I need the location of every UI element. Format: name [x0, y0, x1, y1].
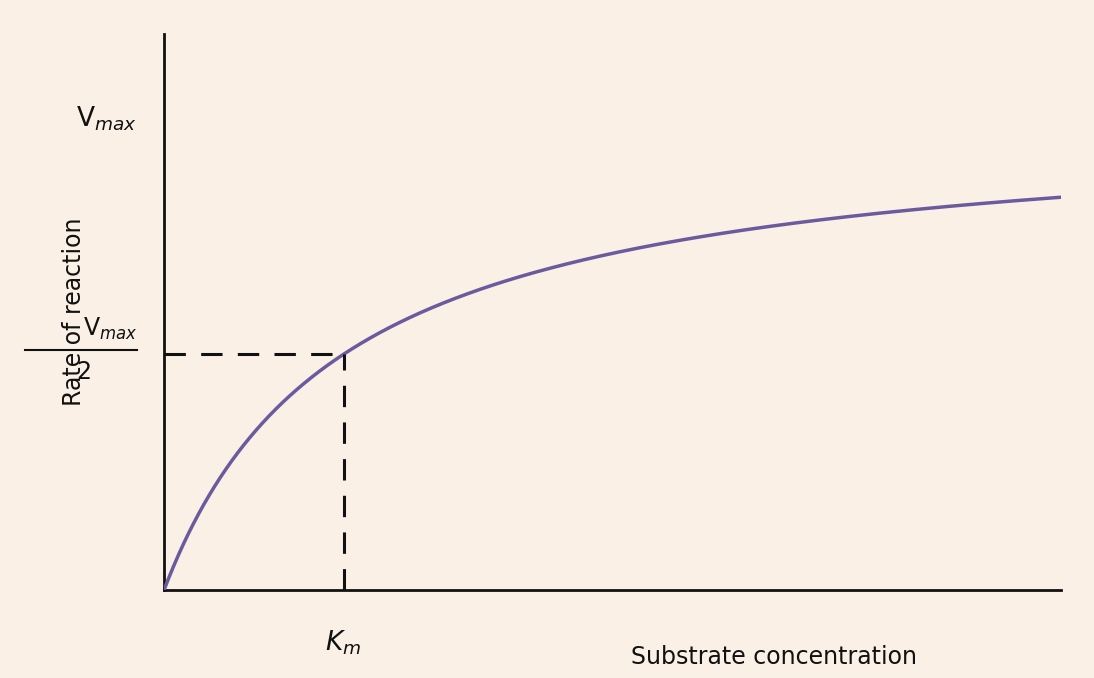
Text: V$_{max}$: V$_{max}$: [77, 104, 137, 133]
Text: Substrate concentration: Substrate concentration: [631, 645, 917, 669]
Text: K$_m$: K$_m$: [325, 629, 362, 657]
Text: 2: 2: [75, 360, 91, 384]
Text: Rate of reaction: Rate of reaction: [62, 218, 86, 406]
Text: V$_{max}$: V$_{max}$: [83, 316, 137, 342]
